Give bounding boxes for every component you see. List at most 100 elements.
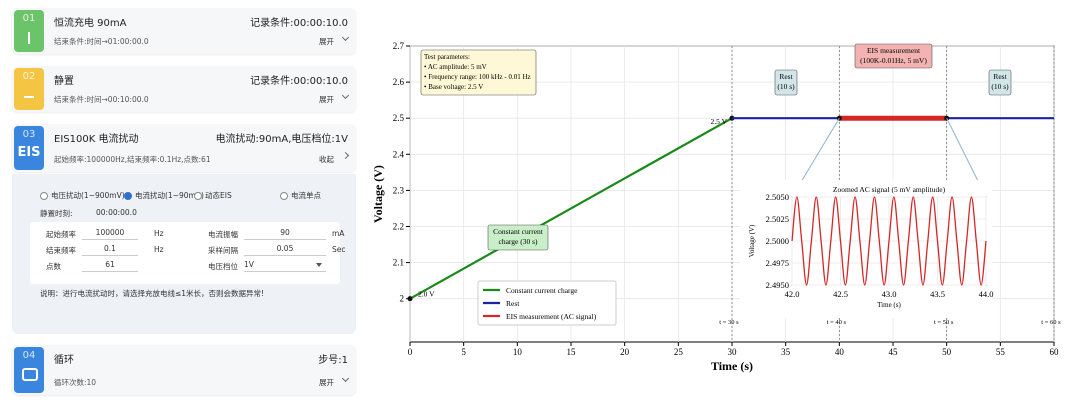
radio-button[interactable] (124, 192, 132, 200)
step-title: 循环 (54, 355, 74, 366)
annotation-text: Constant current (493, 227, 544, 236)
step-condition: 记录条件:00:00:10.0 (250, 76, 348, 87)
field-unit: Sec (332, 245, 346, 254)
legend-label: EIS measurement (AC signal) (506, 312, 597, 321)
inset-signal (791, 196, 987, 286)
chevron (341, 91, 350, 100)
legend-box (477, 280, 617, 326)
field-label: 电压档位 (208, 262, 238, 271)
x-tick-label: 15 (567, 347, 577, 357)
radio-label[interactable]: 电流扰动(1~90mA) (135, 191, 204, 200)
field-label: 点数 (46, 262, 61, 271)
data-point (407, 296, 413, 302)
field-label: 起始频率 (46, 230, 76, 239)
legend-label: Constant current charge (506, 286, 578, 295)
annotation-text: • Frequency range: 100 kHz - 0.01 Hz (424, 73, 531, 81)
y-tick-label: 2.7 (393, 41, 405, 51)
step-card[interactable]: 03 EIS EIS100K 电流扰动 电流扰动:90mA,电压档位:1V 起始频率:1… (12, 124, 356, 172)
input-field[interactable]: 100000 (82, 227, 138, 240)
y-axis-label: Voltage (V) (371, 165, 385, 223)
chevron (341, 374, 350, 383)
toggle-button[interactable]: 展开 (319, 37, 334, 46)
x-tick-label: 35 (781, 347, 791, 357)
point-label: 2.5 V (710, 117, 727, 126)
annotation-box (774, 69, 798, 96)
step-title: 恒流充电 90mA (54, 18, 127, 29)
inset-y-tick-label: 2.4975 (766, 258, 789, 268)
step-condition: 步号:1 (318, 355, 348, 366)
reference-label: t = 40 s (827, 319, 847, 326)
step-badge: 03 EIS (14, 126, 44, 170)
step-condition: 电流扰动:90mA,电压档位:1V (215, 134, 348, 145)
annotation-text: EIS measurement (867, 46, 921, 55)
input-field[interactable]: 1V (244, 259, 326, 272)
step-badge: 01 (14, 10, 44, 52)
toggle-button[interactable]: 收起 (319, 155, 334, 164)
inset-x-tick-label: 43.0 (882, 289, 897, 299)
radio-button[interactable] (40, 192, 48, 200)
x-tick-label: 10 (513, 347, 523, 357)
step-icon (22, 368, 38, 381)
step-card[interactable]: 01 恒流充电 90mA 记录条件:00:00:10.0 结束条件:时间→01:00:… (12, 8, 356, 54)
toggle-button[interactable]: 展开 (319, 95, 334, 104)
step-end-condition: 循环次数:10 (54, 378, 97, 387)
step-number: 03 (22, 129, 36, 140)
step-end-condition: 结束条件:时间→01:00:00.0 (54, 37, 149, 46)
toggle-button[interactable]: 展开 (319, 378, 334, 387)
y-tick-label: 2.2 (393, 221, 404, 231)
inset-x-tick-label: 42.0 (785, 289, 800, 299)
step-condition: 记录条件:00:00:10.0 (250, 18, 348, 29)
input-field[interactable]: 90 (244, 227, 326, 240)
radio-button[interactable] (280, 192, 288, 200)
rest-label: 静置时刻: (40, 209, 73, 218)
step-badge: 04 (14, 347, 44, 393)
x-tick-label: 0 (408, 347, 413, 357)
annotation-text: (100K-0.01Hz, 5 mV) (860, 56, 927, 65)
annotation-box (988, 69, 1012, 96)
y-tick-label: 2.5 (393, 113, 405, 123)
eis-settings: 电压扰动(1~900mV) 电流扰动(1~90mA) 动态EIS 电流单点静置时刻: 0… (12, 174, 356, 334)
inset-x-label: Time (s) (877, 301, 901, 309)
x-tick-label: 50 (942, 347, 952, 357)
y-tick-label: 2.6 (393, 77, 405, 87)
point-label: 2.0 V (418, 290, 435, 299)
step-end-condition: 结束条件:时间→00:10:00.0 (54, 95, 149, 104)
inset-y-tick-label: 2.5050 (766, 192, 789, 202)
step-end-condition: 起始频率:100000Hz,结束频率:0.1Hz,点数:61 (54, 155, 211, 164)
input-field[interactable]: 0.05 (244, 243, 326, 256)
inset-x-tick-label: 44.0 (979, 289, 994, 299)
x-tick-label: 30 (728, 347, 738, 357)
x-tick-label: 45 (889, 347, 899, 357)
field-unit: Hz (154, 245, 164, 254)
step-number: 01 (22, 13, 36, 24)
x-tick-label: 5 (461, 347, 466, 357)
annotation-text: Test parameters: (424, 53, 470, 61)
radio-button[interactable] (194, 192, 202, 200)
x-tick-label: 40 (835, 347, 845, 357)
input-field[interactable]: 61 (82, 259, 138, 272)
annotation-text: (10 s) (991, 82, 1009, 91)
form-area: 起始频率 100000 Hz 结束频率 0.1 Hz 点数 61 电流振幅 90 mA 采样间隔 0.0… (30, 222, 346, 284)
input-field[interactable]: 0.1 (82, 243, 138, 256)
step-title: 静置 (54, 76, 74, 87)
radio-label[interactable]: 动态EIS (205, 191, 232, 200)
step-number: 04 (22, 350, 36, 361)
x-tick-label: 60 (1050, 347, 1060, 357)
legend-label: Rest (506, 299, 520, 308)
annotation-text: • Base voltage: 2.5 V (424, 83, 483, 91)
reference-label: t = 30 s (719, 319, 739, 326)
field-label: 采样间隔 (208, 246, 238, 255)
inset-y-tick-label: 2.4950 (766, 280, 789, 290)
step-card[interactable]: 04 循环 步号:1 循环次数:10 展开 (12, 345, 356, 395)
chart: Time (s) Voltage (V) 0 5 10 15 20 25 30 35 40 45 5… (371, 41, 1061, 373)
step-title: EIS100K 电流扰动 (54, 134, 139, 145)
inset-y-tick-label: 2.5000 (766, 236, 789, 246)
field-unit: mA (332, 229, 345, 238)
radio-label[interactable]: 电压扰动(1~900mV) (51, 191, 125, 200)
inset-y-tick-label: 2.5025 (766, 214, 789, 224)
inset-title: Zoomed AC signal (5 mV amplitude) (833, 185, 946, 194)
radio-label[interactable]: 电流单点 (291, 191, 321, 200)
annotation-text: Rest (779, 72, 793, 81)
step-card[interactable]: 02 静置 记录条件:00:00:10.0 结束条件:时间→00:10:00.0 展开 (12, 66, 356, 112)
